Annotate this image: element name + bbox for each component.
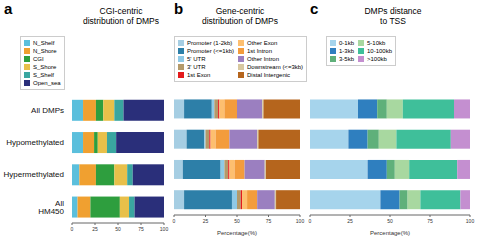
html-text:N_Shore: N_Shore — [33, 48, 57, 54]
svg-text:75: 75 — [138, 226, 144, 232]
html-text:>100kb: >100kb — [367, 56, 387, 62]
html-text:DMPs distance: DMPs distance — [364, 6, 422, 16]
svg-text:100: 100 — [466, 218, 475, 224]
svg-text:Hypomethylated: Hypomethylated — [8, 138, 64, 147]
html-text:Downstream (<=3kb): Downstream (<=3kb) — [247, 64, 304, 70]
svg-text:75: 75 — [266, 218, 272, 224]
html-text:CGI: CGI — [33, 56, 44, 62]
html-text:CGI-centric: CGI-centric — [99, 6, 143, 16]
html-text:10-100kb: 10-100kb — [367, 48, 392, 54]
html-text:Other Exon: Other Exon — [247, 40, 278, 46]
svg-text:Percentage(%): Percentage(%) — [370, 230, 410, 236]
html-text:S_Shore: S_Shore — [33, 64, 57, 70]
svg-text:25: 25 — [347, 218, 353, 224]
svg-text:50: 50 — [115, 226, 121, 232]
svg-text:50: 50 — [387, 218, 393, 224]
svg-text:AllHM450: AllHM450 — [38, 199, 64, 216]
html-text:a: a — [4, 0, 13, 17]
svg-text:Hypermethylated: Hypermethylated — [8, 170, 64, 179]
html-text:b: b — [174, 0, 184, 17]
html-text:5-10kb: 5-10kb — [367, 40, 386, 46]
html-text:Open_sea: Open_sea — [33, 80, 61, 86]
svg-text:0: 0 — [173, 218, 176, 224]
html-text:0-1kb: 0-1kb — [339, 40, 354, 46]
html-text:N_Shelf: N_Shelf — [33, 40, 55, 46]
svg-text:0: 0 — [71, 226, 74, 232]
html-text:Promoter (<=1kb): Promoter (<=1kb) — [187, 48, 234, 54]
svg-text:25: 25 — [203, 218, 209, 224]
html-text:1st Exon: 1st Exon — [187, 72, 211, 78]
html-text:Promoter (1-2kb): Promoter (1-2kb) — [187, 40, 233, 46]
svg-text:0: 0 — [309, 218, 312, 224]
svg-text:All DMPs: All DMPs — [31, 106, 64, 115]
html-text:1st Intron: 1st Intron — [247, 48, 272, 54]
svg-text:Percentage(%): Percentage(%) — [217, 230, 257, 236]
html-text:Distal Intergenic: Distal Intergenic — [247, 72, 291, 78]
html-text:5' UTR: 5' UTR — [187, 56, 206, 62]
svg-text:75: 75 — [427, 218, 433, 224]
svg-text:50: 50 — [234, 218, 240, 224]
html-text:3' UTR: 3' UTR — [187, 64, 206, 70]
svg-text:100: 100 — [296, 218, 305, 224]
html-text:distribution of DMPs: distribution of DMPs — [83, 16, 159, 26]
html-text:1-3kb: 1-3kb — [339, 48, 354, 54]
html-text:S_Shelf: S_Shelf — [33, 72, 54, 78]
html-text:c: c — [310, 0, 319, 17]
html-text:3-5kb: 3-5kb — [339, 56, 354, 62]
svg-text:25: 25 — [92, 226, 98, 232]
svg-text:100: 100 — [160, 226, 169, 232]
html-text:Other Intron: Other Intron — [247, 56, 279, 62]
html-text:to TSS: to TSS — [380, 16, 406, 26]
html-text:distribution of DMPs: distribution of DMPs — [202, 16, 278, 26]
html-text:Gene-centric: Gene-centric — [215, 6, 265, 16]
